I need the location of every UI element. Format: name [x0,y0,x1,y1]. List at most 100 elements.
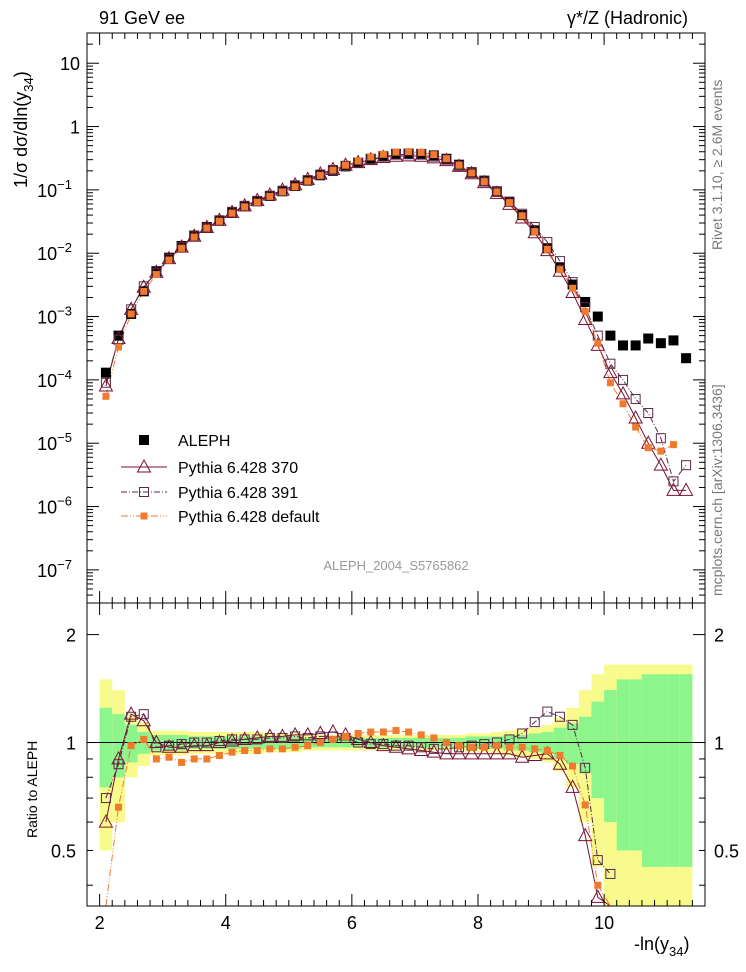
p370-ratio-point [123,706,139,720]
inner-band-bin [641,674,655,867]
p391-ratio-point [378,739,389,750]
p391-main-point [340,160,351,171]
pdefault-main-point [506,199,514,207]
p391-ratio-point [353,737,364,748]
pdefault-ratio-point [304,742,312,750]
p370-ratio-point [312,725,328,739]
p370-ratio-point [249,729,265,744]
pdefault-main-point [455,161,463,169]
main-y-tick-label: 10−1 [37,177,72,201]
pdefault-main-point [619,400,627,408]
pdefault-main-point [354,157,362,165]
x-label-text: -ln(y [634,934,669,954]
tick-exponent: −4 [57,367,72,382]
p370-main-point [628,409,643,424]
inner-band-bin [578,716,592,774]
p391-ratio-point [529,717,540,728]
x-tick-label: 8 [473,913,483,933]
pdefault-main-point [669,441,677,449]
main-y-tick-label: 10−7 [37,557,72,581]
pdefault-ratio-point [228,748,236,756]
inner-band-bin [616,679,630,851]
p391-ratio-point [391,740,401,751]
p370-ratio-point [451,745,467,760]
pdefault-ratio-point [480,743,488,751]
p391-ratio-point [416,742,427,753]
pdefault-ratio-point [140,735,148,743]
legend-marker-aleph [139,435,149,445]
pdefault-main-point [152,271,160,279]
pdefault-ratio-point [115,803,123,811]
header-right-title: γ*/Z (Hadronic) [567,8,688,28]
p391-ratio-point [126,711,137,722]
p391-main-point [504,196,515,207]
ratio-y-tick-label-right: 1 [714,734,724,754]
main-y-axis-label: 1/σ dσ/dln(y34) [11,71,36,188]
p370-ratio-point [212,734,227,749]
p370-ratio-point [275,728,290,742]
pdefault-ratio-point [581,801,589,809]
x-label-paren: ) [683,934,689,954]
p370-main-point [603,364,618,379]
header-left-title: 91 GeV ee [99,8,185,28]
x-tick-label: 10 [594,913,614,933]
p391-main-point [315,169,326,180]
p370-ratio-point [577,827,593,842]
p370-ratio-point [565,779,580,793]
pdefault-main-point [228,209,236,217]
p370-ratio-point [98,814,114,828]
legend-label-aleph: ALEPH [178,433,230,450]
pdefault-main-point [316,171,324,179]
inner-band-bin [604,690,617,823]
pdefault-ratio-point [241,747,249,755]
p391-ratio-point [151,742,162,753]
mcplots-label: mcplots.cern.ch [arXiv:1306.3436] [709,384,725,596]
main-y-tick-label: 10−3 [37,304,72,328]
pdefault-main-point [468,169,476,177]
p391-ratio-point [239,734,250,745]
pdefault-main-point [165,256,173,264]
aleph-main-point [655,338,666,349]
p370-main-point [653,457,669,471]
p370-ratio-point [552,756,568,770]
legend: ALEPH Pythia 6.428 370 Pythia 6.428 391 Pyt… [121,433,320,526]
pdefault-ratio-point [278,745,286,753]
aleph-main-point [643,333,654,344]
pdefault-main-point [493,188,501,196]
pdefault-main-point [569,284,577,292]
main-y-tick-label: 10−6 [37,494,72,518]
tick-base: 10 [37,498,57,518]
pdefault-ratio-point [531,745,539,753]
pdefault-ratio-point [152,755,160,763]
p391-main-point [100,377,111,388]
ratio-y-tick-label-right: 0.5 [714,841,739,861]
p391-ratio-point [214,735,225,746]
pdefault-ratio-point [190,755,198,763]
legend-marker-pdefault [140,512,148,520]
p391-main-point [327,165,338,176]
pdefault-ratio-point [569,762,577,770]
p391-ratio-point [201,737,212,748]
aleph-main-point [100,367,111,378]
pdefault-main-point [115,343,123,351]
pdefault-ratio-point [127,742,135,750]
inner-band-bin [553,727,567,759]
pdefault-ratio-point [329,735,337,743]
p391-ratio-point [365,739,376,750]
pdefault-ratio-point [253,747,261,755]
tick-exponent: −7 [57,557,72,572]
p391-ratio-point [163,740,174,751]
p370-ratio-point [363,734,379,749]
x-tick-label: 2 [95,913,105,933]
p391-ratio-point [580,762,591,773]
pdefault-ratio-point [493,742,501,750]
pdefault-main-point [543,245,551,253]
pdefault-main-point [518,212,526,220]
ratio-y-axis-label: Ratio to ALEPH [24,741,40,838]
p370-main-point [615,385,631,400]
pdefault-main-point [291,183,299,191]
p391-ratio-point [113,759,124,770]
aleph-main-point [592,311,603,322]
pdefault-main-point [606,379,614,387]
